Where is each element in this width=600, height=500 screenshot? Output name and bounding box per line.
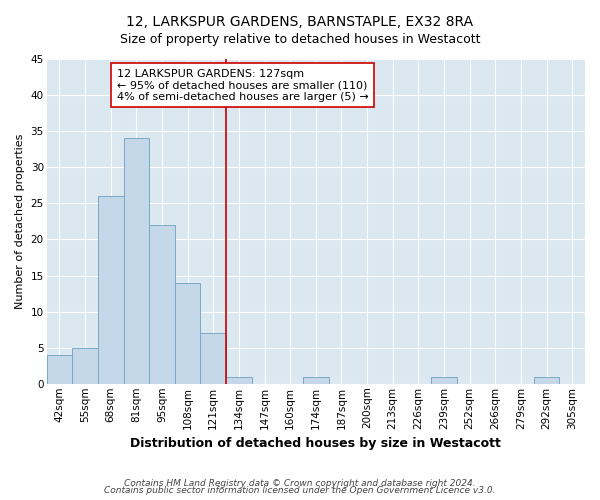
Bar bbox=[72, 348, 98, 384]
Text: 12 LARKSPUR GARDENS: 127sqm
← 95% of detached houses are smaller (110)
4% of sem: 12 LARKSPUR GARDENS: 127sqm ← 95% of det… bbox=[116, 68, 368, 102]
Bar bbox=[149, 225, 175, 384]
X-axis label: Distribution of detached houses by size in Westacott: Distribution of detached houses by size … bbox=[130, 437, 501, 450]
Bar bbox=[431, 376, 457, 384]
Bar bbox=[200, 333, 226, 384]
Bar bbox=[534, 376, 559, 384]
Text: Contains HM Land Registry data © Crown copyright and database right 2024.: Contains HM Land Registry data © Crown c… bbox=[124, 478, 476, 488]
Bar bbox=[175, 282, 200, 384]
Text: Size of property relative to detached houses in Westacott: Size of property relative to detached ho… bbox=[120, 32, 480, 46]
Bar bbox=[226, 376, 251, 384]
Text: 12, LARKSPUR GARDENS, BARNSTAPLE, EX32 8RA: 12, LARKSPUR GARDENS, BARNSTAPLE, EX32 8… bbox=[127, 15, 473, 29]
Text: Contains public sector information licensed under the Open Government Licence v3: Contains public sector information licen… bbox=[104, 486, 496, 495]
Bar bbox=[124, 138, 149, 384]
Bar bbox=[303, 376, 329, 384]
Y-axis label: Number of detached properties: Number of detached properties bbox=[15, 134, 25, 309]
Bar bbox=[98, 196, 124, 384]
Bar bbox=[47, 355, 72, 384]
